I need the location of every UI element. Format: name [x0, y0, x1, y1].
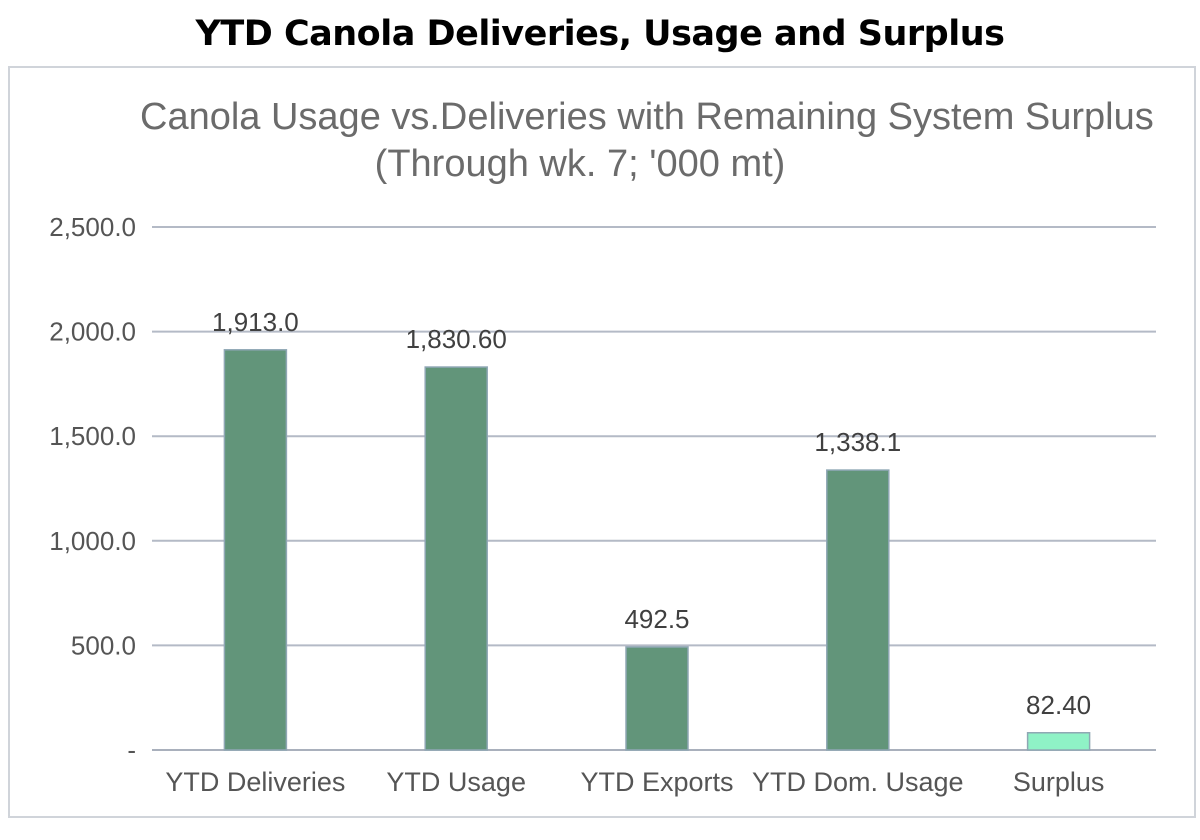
y-tick-label: 2,500.0 [49, 212, 136, 242]
y-tick-label: 1,500.0 [49, 421, 136, 451]
page-title: YTD Canola Deliveries, Usage and Surplus [195, 14, 1005, 54]
bar [826, 469, 890, 751]
data-label: 1,338.1 [814, 427, 901, 457]
x-tick-label: YTD Usage [386, 767, 526, 797]
data-label: 492.5 [624, 604, 689, 634]
y-tick-label: - [127, 735, 136, 765]
x-axis-tick-labels: YTD Deliveries YTD Usage YTD Exports YTD Do… [165, 767, 1104, 797]
x-tick-label: Surplus [1013, 767, 1105, 797]
bar [424, 366, 488, 751]
bar [1026, 732, 1091, 751]
bar [223, 349, 288, 751]
bar [625, 646, 689, 751]
data-label: 1,830.60 [406, 324, 507, 354]
y-tick-label: 2,000.0 [49, 317, 136, 347]
y-tick-label: 500.0 [71, 630, 136, 660]
y-axis-tick-labels: - 500.0 1,000.0 1,500.0 2,000.0 2,500.0 [49, 212, 136, 765]
bars [223, 349, 1091, 751]
x-tick-label: YTD Deliveries [165, 767, 345, 797]
y-tick-label: 1,000.0 [49, 526, 136, 556]
chart-title: Canola Usage vs.Deliveries with Remainin… [140, 96, 1154, 138]
x-tick-label: YTD Dom. Usage [752, 767, 964, 797]
chart-subtitle: (Through wk. 7; '000 mt) [374, 143, 786, 185]
data-label: 82.40 [1026, 690, 1091, 720]
data-labels: 1,913.0 1,830.60 492.5 1,338.1 82.40 [212, 307, 1091, 720]
x-tick-label: YTD Exports [580, 767, 733, 797]
gridlines [152, 226, 1156, 751]
data-label: 1,913.0 [212, 307, 299, 337]
chart-frame [8, 66, 1196, 818]
